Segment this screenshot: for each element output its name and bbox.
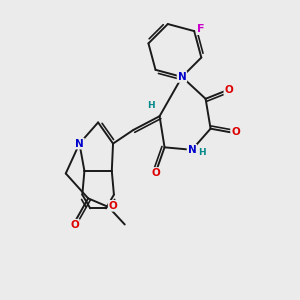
Text: O: O	[231, 128, 240, 137]
Text: H: H	[147, 101, 155, 110]
Text: N: N	[75, 139, 84, 148]
Text: N: N	[178, 72, 186, 82]
Text: O: O	[152, 168, 160, 178]
Text: H: H	[199, 148, 206, 157]
Text: O: O	[109, 201, 117, 211]
Text: F: F	[197, 24, 204, 34]
Text: N: N	[188, 145, 196, 155]
Text: O: O	[224, 85, 233, 95]
Text: O: O	[70, 220, 79, 230]
